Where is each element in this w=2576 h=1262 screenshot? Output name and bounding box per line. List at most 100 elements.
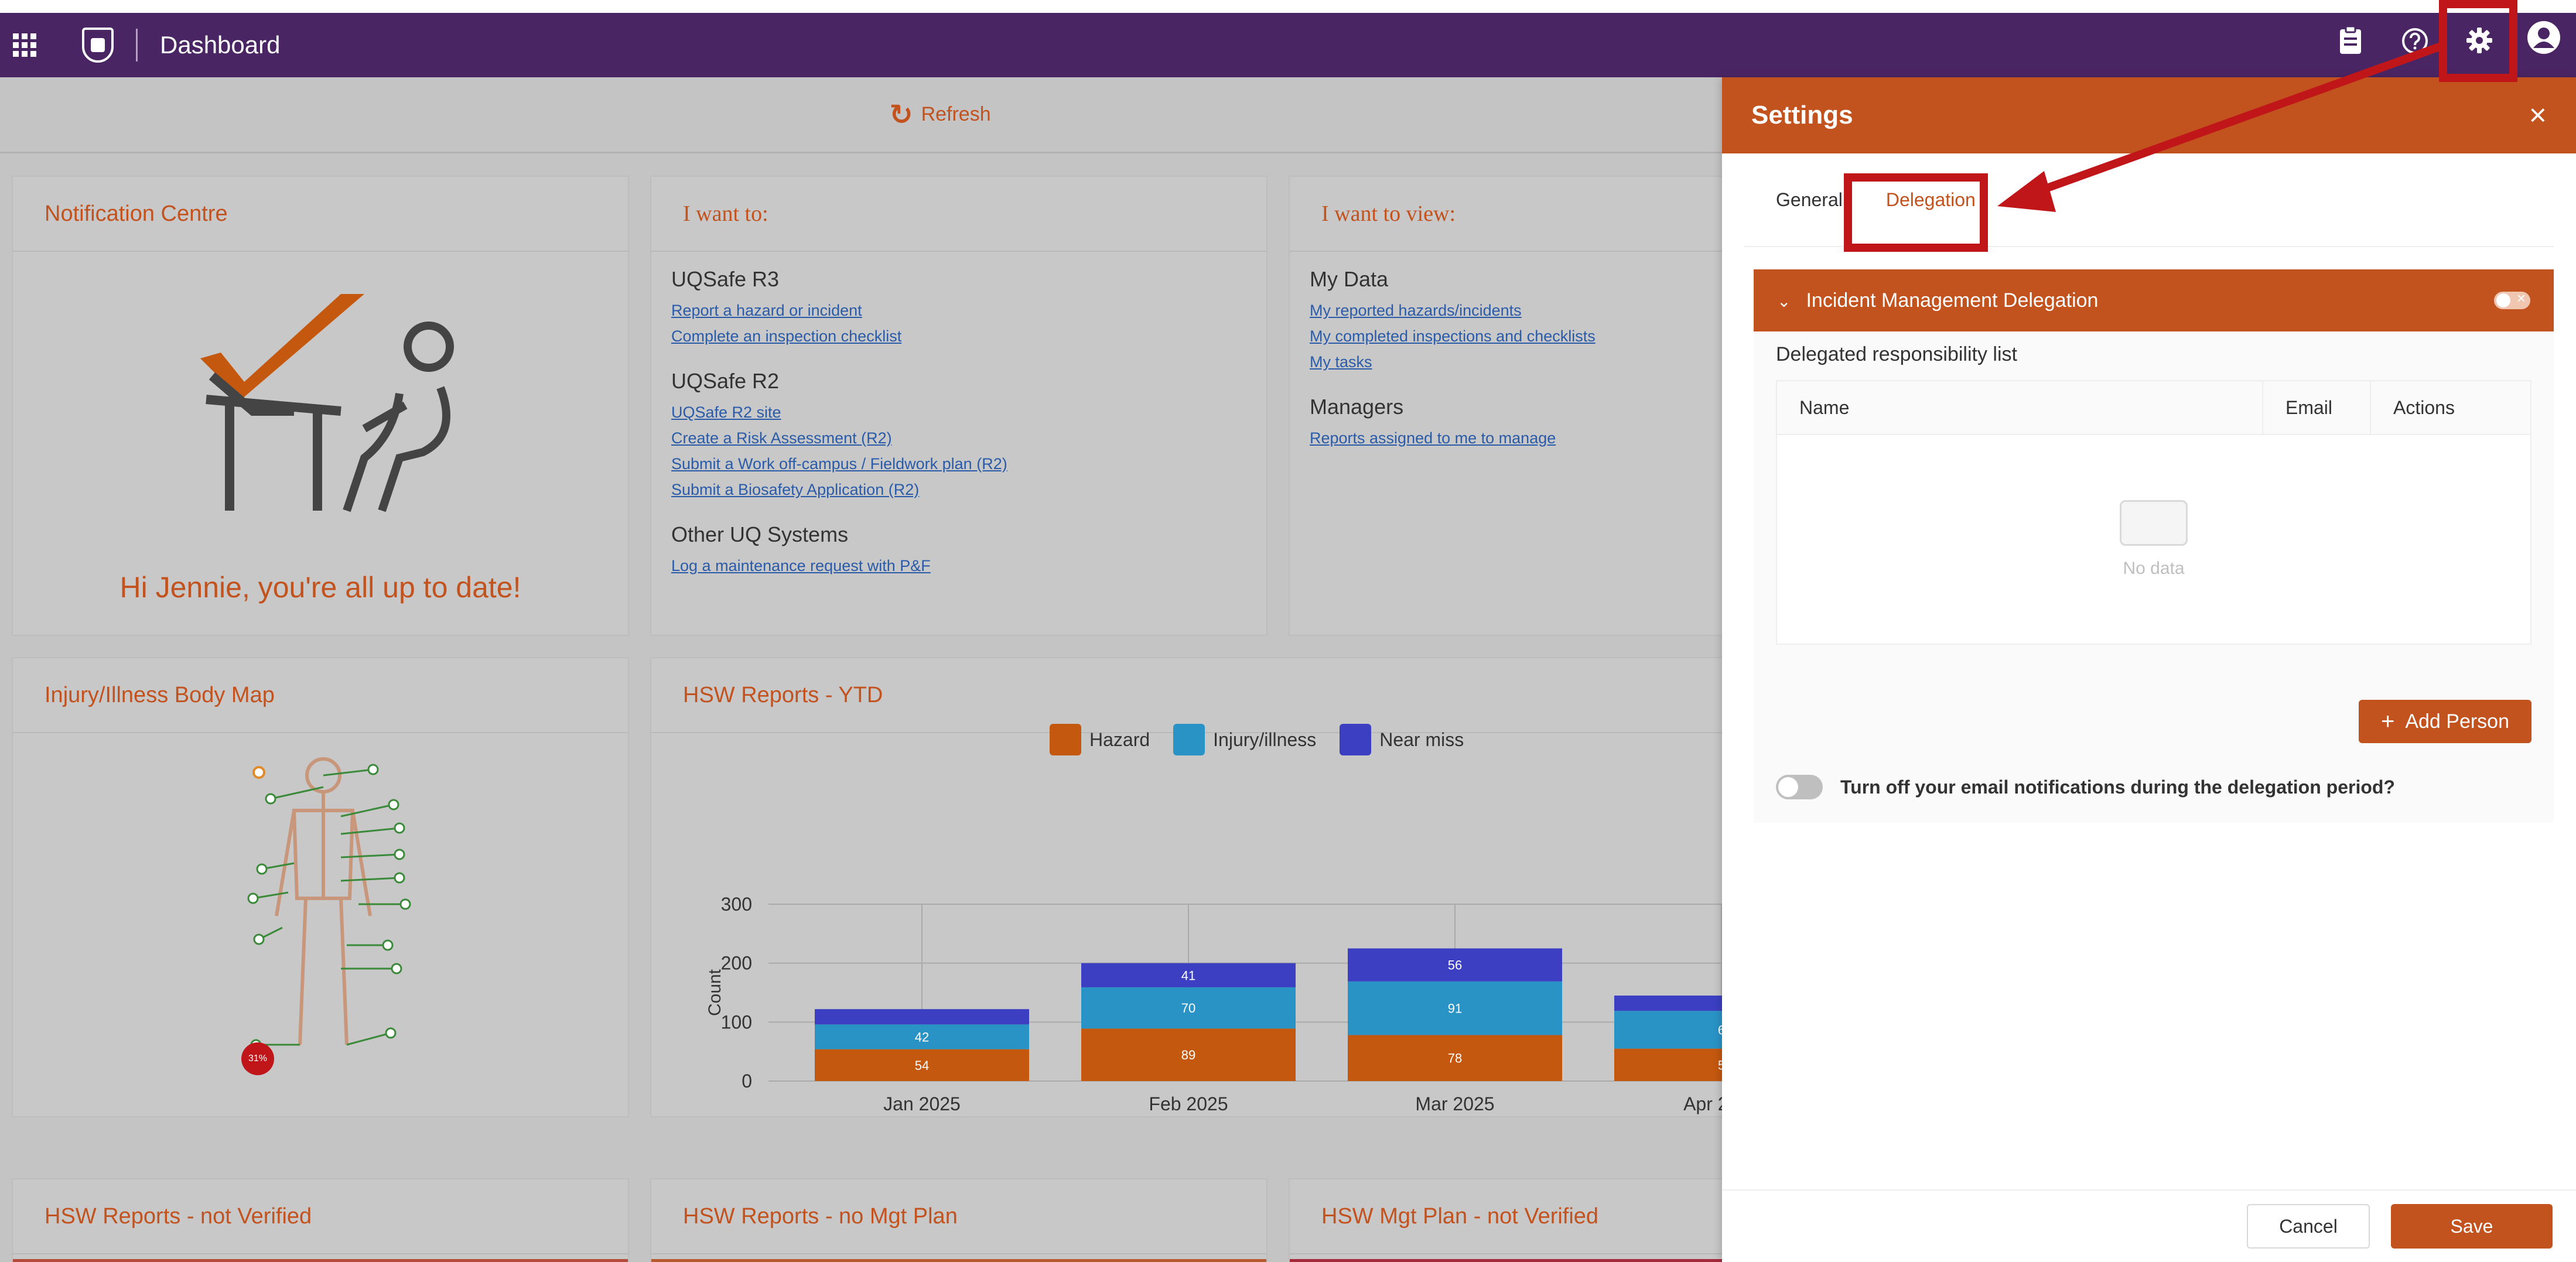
my-tasks-link[interactable]: My tasks <box>1310 353 1372 371</box>
group-title: My Data <box>1310 267 1389 291</box>
user-icon[interactable] <box>2512 13 2576 77</box>
tab-general[interactable]: General <box>1776 189 1843 210</box>
column-header-name: Name <box>1776 381 2263 435</box>
data-label: 42 <box>915 1030 929 1045</box>
legend-swatch <box>1340 724 1372 755</box>
hsw-reports-ytd-card: HSW Reports - YTD Hazard Injury/illness … <box>650 657 1722 1117</box>
section-toggle[interactable]: × <box>2494 289 2530 309</box>
cancel-button[interactable]: Cancel <box>2247 1204 2370 1249</box>
card-title: HSW Mgt Plan - not Verified <box>1290 1179 1722 1254</box>
data-label: 56 <box>1448 958 1462 973</box>
bar-hazard[interactable] <box>1348 1035 1562 1081</box>
link-group: Managers Reports assigned to me to manag… <box>1310 395 1722 451</box>
bar-near-miss[interactable] <box>1614 996 1722 1011</box>
bar-hazard[interactable] <box>1614 1048 1722 1081</box>
y-axis-label: Count <box>705 969 725 1016</box>
group-title: UQSafe R2 <box>671 369 780 393</box>
fieldwork-plan-link[interactable]: Submit a Work off-campus / Fieldwork pla… <box>671 455 1007 473</box>
biosafety-application-link[interactable]: Submit a Biosafety Application (R2) <box>671 481 920 498</box>
link-group: Other UQ Systems Log a maintenance reque… <box>671 522 1246 579</box>
legend-swatch <box>1050 724 1081 755</box>
no-mgt-plan-card: HSW Reports - no Mgt Plan <box>650 1178 1267 1262</box>
bar-injury-illness[interactable] <box>1081 987 1296 1029</box>
data-label: 6 <box>1718 1022 1722 1037</box>
tab-delegation[interactable]: Delegation <box>1885 189 1976 210</box>
y-tick-label: 100 <box>721 1011 752 1032</box>
reports-assigned-link[interactable]: Reports assigned to me to manage <box>1310 429 1556 447</box>
empty-inbox-icon <box>2120 500 2188 546</box>
refresh-icon[interactable]: ↻ <box>889 99 913 131</box>
bar-hazard[interactable] <box>815 1049 1029 1081</box>
all-done-illustration <box>200 294 454 512</box>
chart-legend: Hazard Injury/illness Near miss <box>1050 724 1464 755</box>
link-group: My Data My reported hazards/incidents My… <box>1310 267 1722 375</box>
body-map-badge[interactable]: 31% <box>241 1042 274 1075</box>
data-label: 89 <box>1181 1048 1195 1062</box>
bar-injury-illness[interactable] <box>815 1024 1029 1049</box>
data-label: 54 <box>915 1058 929 1073</box>
email-notification-toggle[interactable] <box>1776 775 1823 799</box>
risk-assessment-link[interactable]: Create a Risk Assessment (R2) <box>671 429 892 447</box>
uq-crest-logo[interactable] <box>82 28 114 63</box>
y-tick-label: 200 <box>721 953 752 974</box>
plus-icon: + <box>2380 708 2395 734</box>
status-strip <box>651 1259 1266 1262</box>
r2-site-link[interactable]: UQSafe R2 site <box>671 403 781 421</box>
body-map-figure <box>247 757 411 1051</box>
save-button[interactable]: Save <box>2391 1204 2553 1249</box>
column-header-email: Email <box>2262 381 2370 435</box>
empty-state: No data <box>1776 435 2531 644</box>
email-notification-label: Turn off your email notifications during… <box>1840 776 2395 798</box>
delegation-table: Name Email Actions No data <box>1776 380 2531 645</box>
inspection-checklist-link[interactable]: Complete an inspection checklist <box>671 327 902 345</box>
close-icon[interactable]: × <box>2529 98 2547 132</box>
data-label: 5 <box>1718 1058 1722 1072</box>
data-label: 78 <box>1448 1051 1462 1066</box>
delegated-list-label: Delegated responsibility list <box>1776 343 2017 365</box>
bar-injury-illness[interactable] <box>1614 1011 1722 1049</box>
bar-near-miss[interactable] <box>815 1009 1029 1025</box>
legend-item-near-miss[interactable]: Near miss <box>1340 724 1464 755</box>
i-want-to-view-card: I want to view: My Data My reported haza… <box>1289 176 1722 636</box>
data-label: 41 <box>1181 968 1195 983</box>
mgt-not-verified-card: HSW Mgt Plan - not Verified <box>1289 1178 1722 1262</box>
clipboard-icon[interactable] <box>2318 13 2383 77</box>
x-tick-label: Mar 2025 <box>1415 1093 1494 1114</box>
legend-item-injury[interactable]: Injury/illness <box>1173 724 1316 755</box>
my-reported-link[interactable]: My reported hazards/incidents <box>1310 302 1522 319</box>
legend-label: Hazard <box>1089 729 1150 750</box>
group-title: Other UQ Systems <box>671 522 849 546</box>
column-header-actions: Actions <box>2370 381 2531 435</box>
up-to-date-message: Hi Jennie, you're all up to date! <box>119 571 521 604</box>
settings-header: Settings × <box>1722 77 2576 153</box>
legend-item-hazard[interactable]: Hazard <box>1050 724 1150 755</box>
notification-centre-card: Notification Centre Hi Jennie, you're al… <box>12 176 629 636</box>
section-header[interactable]: ⌄ Incident Management Delegation × <box>1754 269 2554 331</box>
bar-near-miss[interactable] <box>1348 948 1562 981</box>
status-strip <box>1290 1259 1722 1262</box>
refresh-bar: ↻ Refresh <box>0 77 1722 153</box>
bar-near-miss[interactable] <box>1081 963 1296 987</box>
refresh-button[interactable]: Refresh <box>921 103 991 125</box>
report-hazard-link[interactable]: Report a hazard or incident <box>671 302 862 319</box>
card-title: I want to: <box>651 177 1266 252</box>
apps-grid-icon[interactable] <box>13 33 36 57</box>
toggle-mark: × <box>2516 289 2526 307</box>
group-title: UQSafe R3 <box>671 267 780 291</box>
add-person-label: Add Person <box>2405 710 2509 733</box>
gear-icon[interactable] <box>2447 13 2512 77</box>
my-completed-link[interactable]: My completed inspections and checklists <box>1310 327 1596 345</box>
section-title: Incident Management Delegation <box>1806 289 2099 312</box>
x-tick-label: Apr 2025 <box>1683 1093 1722 1114</box>
empty-text: No data <box>2123 559 2185 578</box>
i-want-to-card: I want to: UQSafe R3 Report a hazard or … <box>650 176 1267 636</box>
dashboard-background: ↻ Refresh Notification Centre Hi Jennie,… <box>0 77 1722 1262</box>
card-title: HSW Reports - not Verified <box>13 1179 628 1254</box>
card-title: HSW Reports - no Mgt Plan <box>651 1179 1266 1254</box>
group-title: Managers <box>1310 395 1404 419</box>
maintenance-request-link[interactable]: Log a maintenance request with P&F <box>671 557 931 574</box>
bar-injury-illness[interactable] <box>1348 981 1562 1035</box>
add-person-button[interactable]: + Add Person <box>2358 700 2531 743</box>
bar-hazard[interactable] <box>1081 1028 1296 1081</box>
